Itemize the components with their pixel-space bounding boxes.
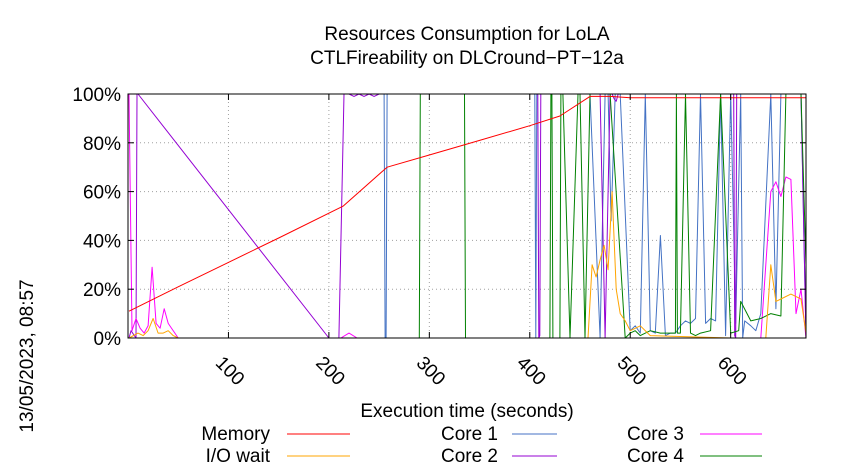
- series-group: [128, 93, 807, 339]
- x-tick-label: 600: [713, 353, 750, 390]
- y-tick-label: 40%: [83, 231, 121, 252]
- y-tick-label: 0%: [94, 329, 122, 350]
- x-axis-label: Execution time (seconds): [360, 401, 573, 422]
- plot-frame: [127, 93, 807, 339]
- x-tick-label: 300: [412, 353, 449, 390]
- series-line-core-4: [129, 93, 807, 339]
- series-line-core-3: [128, 93, 807, 339]
- legend-label-core-1: Core 1: [441, 424, 498, 445]
- y-tick-label: 80%: [83, 134, 121, 155]
- grid: [128, 94, 806, 338]
- chart-subtitle: CTLFireability on DLCround−PT−12a: [310, 48, 624, 69]
- x-tick-label: 200: [311, 353, 348, 390]
- legend-label-core-2: Core 2: [441, 446, 498, 467]
- legend-label-core-4: Core 4: [627, 446, 684, 467]
- y-axis: 0% 20% 40% 60% 80% 100%: [72, 85, 806, 350]
- legend-label-i-o-wait: I/O wait: [206, 446, 271, 467]
- x-tick-label: 500: [613, 353, 650, 390]
- x-axis: 100 200 300 400 500 600: [211, 94, 750, 390]
- series-line-memory: [128, 95, 806, 312]
- chart-title: Resources Consumption for LoLA: [324, 24, 609, 45]
- x-tick-label: 100: [211, 353, 248, 390]
- legend-label-core-3: Core 3: [627, 424, 684, 445]
- series-line-core-1: [129, 93, 807, 339]
- y-tick-label: 100%: [72, 85, 121, 106]
- x-tick-label: 400: [512, 353, 549, 390]
- legend-label-memory: Memory: [201, 424, 270, 445]
- y-tick-label: 60%: [83, 183, 121, 204]
- series-line-i-o-wait: [128, 191, 807, 339]
- series-line-core-2: [128, 93, 807, 339]
- timestamp-label: 13/05/2023, 08:57: [17, 279, 38, 432]
- y-tick-label: 20%: [83, 280, 121, 301]
